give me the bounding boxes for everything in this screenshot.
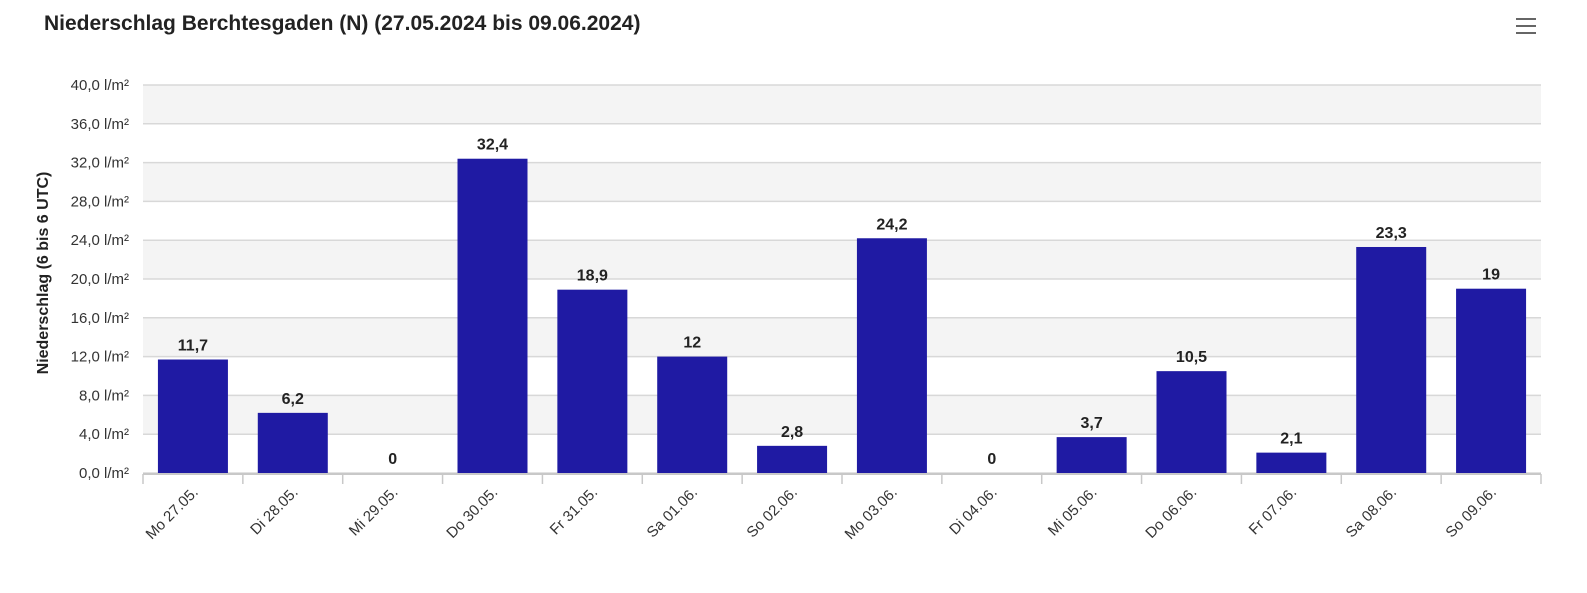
bar: [757, 445, 828, 473]
gridlines: [143, 84, 1541, 474]
bar: [1056, 437, 1127, 473]
y-tick-label: 0,0 l/m²: [79, 465, 129, 482]
y-tick-label: 16,0 l/m²: [71, 310, 129, 327]
y-tick-label: 8,0 l/m²: [79, 387, 129, 404]
y-tick-label: 4,0 l/m²: [79, 426, 129, 443]
x-category-label: Mi 29.05.: [346, 484, 402, 540]
x-category-label: Mo 27.05.: [143, 484, 202, 543]
plot-band: [143, 85, 1541, 124]
data-label: 3,7: [1081, 415, 1103, 432]
data-label: 10,5: [1176, 349, 1207, 366]
x-category-label: Sa 01.06.: [644, 484, 701, 541]
bar: [257, 412, 328, 473]
x-category-label: Mi 05.06.: [1045, 484, 1101, 540]
menu-line: [1516, 25, 1536, 27]
y-tick-label: 12,0 l/m²: [71, 349, 129, 366]
bar: [157, 359, 228, 473]
data-label: 12: [683, 335, 701, 352]
data-label: 19: [1482, 267, 1500, 284]
data-label: 11,7: [178, 338, 208, 355]
data-label: 2,1: [1280, 431, 1302, 448]
bar: [657, 356, 728, 473]
y-tick-label: 28,0 l/m²: [71, 193, 129, 210]
x-category-label: Di 04.06.: [946, 484, 1000, 538]
data-label: 18,9: [577, 268, 608, 285]
y-axis-title: Niederschlag (6 bis 6 UTC): [35, 172, 52, 375]
bar: [457, 158, 528, 473]
data-labels: 11,7 6,2 0 32,4 18,9 12 2,8 24,2 0 3,7 10,5 2,1 23,3…: [178, 137, 1500, 468]
x-axis: Mo 27.05. Di 28.05. Mi 29.05. Do 30.05. Fr 3…: [142, 473, 1542, 543]
menu-line: [1516, 18, 1536, 20]
x-category-label: Mo 03.06.: [842, 484, 901, 543]
menu-line: [1516, 32, 1536, 34]
bar: [1356, 246, 1427, 473]
y-tick-label: 40,0 l/m²: [71, 77, 129, 94]
x-category-label: So 09.06.: [1442, 484, 1499, 541]
x-category-label: Fr 31.05.: [547, 484, 601, 538]
bar: [856, 238, 927, 473]
y-tick-label: 24,0 l/m²: [71, 232, 129, 249]
hamburger-menu-icon[interactable]: [1516, 18, 1540, 38]
x-category-label: So 02.06.: [743, 484, 800, 541]
plot-band: [143, 162, 1541, 202]
chart-title: Niederschlag Berchtesgaden (N) (27.05.20…: [44, 12, 641, 35]
y-axis-tick-labels: 0,0 l/m² 4,0 l/m² 8,0 l/m² 12,0 l/m² 16,0 l/…: [71, 77, 129, 482]
data-label: 23,3: [1376, 225, 1407, 242]
data-label: 0: [987, 451, 996, 468]
data-label: 0: [388, 451, 397, 468]
plot-band: [143, 240, 1541, 279]
y-tick-label: 32,0 l/m²: [71, 155, 129, 172]
data-label: 32,4: [477, 137, 508, 154]
y-tick-label: 20,0 l/m²: [71, 271, 129, 288]
y-tick-label: 36,0 l/m²: [71, 116, 129, 133]
plot-band: [143, 317, 1541, 357]
bar: [557, 289, 628, 473]
bar: [1156, 371, 1227, 473]
x-category-label: Sa 08.06.: [1343, 484, 1400, 541]
bar: [1256, 452, 1327, 473]
plot-bands: [143, 85, 1541, 435]
x-category-label: Do 06.06.: [1142, 484, 1200, 542]
x-category-label: Fr 07.06.: [1246, 484, 1300, 538]
x-category-label: Di 28.05.: [247, 484, 301, 538]
data-label: 24,2: [876, 216, 907, 233]
data-label: 2,8: [781, 424, 803, 441]
plot-band: [143, 395, 1541, 435]
bar-series: [157, 158, 1527, 473]
bar: [1456, 288, 1527, 473]
data-label: 6,2: [282, 391, 304, 408]
x-category-label: Do 30.05.: [443, 484, 501, 542]
